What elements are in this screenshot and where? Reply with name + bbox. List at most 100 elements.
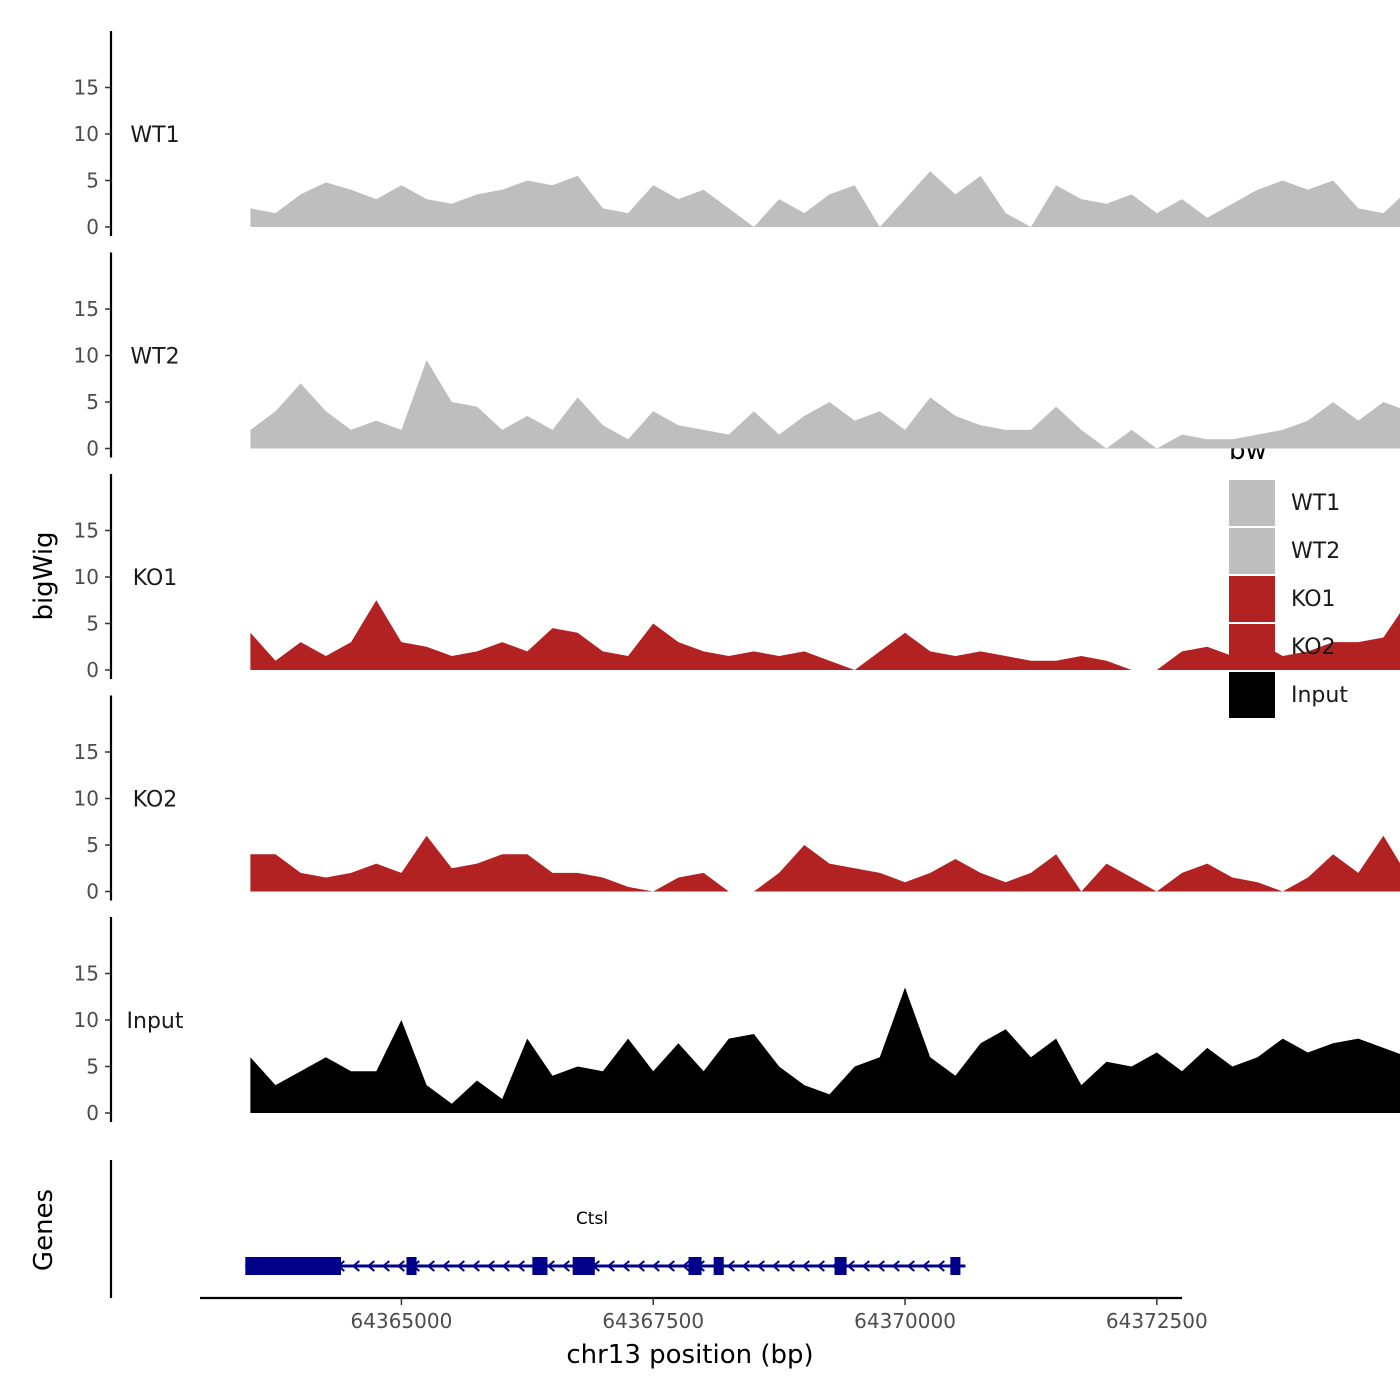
strand-arrow [816, 1260, 825, 1272]
strand-arrow [771, 1260, 780, 1272]
track-input: 0 5 10 15 Input [74, 917, 1400, 1125]
y-tick-label: 15 [74, 519, 99, 543]
strand-arrow [351, 1260, 360, 1272]
gene-exon [713, 1257, 724, 1275]
area-ko1 [250, 600, 1400, 670]
gene-name-label: Ctsl [576, 1209, 608, 1229]
legend-layer: WT1 WT2 KO1 KO2 Input [1229, 480, 1348, 718]
strand-arrow [666, 1260, 675, 1272]
y-tick-label: 10 [74, 787, 99, 811]
area-wt2 [250, 360, 1400, 449]
genes-layer [109, 1160, 966, 1298]
strand-arrow [846, 1260, 855, 1272]
x-tick-label: 64372500 [1106, 1309, 1208, 1333]
strand-arrow [636, 1260, 645, 1272]
strand-arrow [396, 1260, 405, 1272]
y-tick-label: 15 [74, 76, 99, 100]
strand-arrow [441, 1260, 450, 1272]
legend-swatch-ko1 [1229, 576, 1275, 622]
legend-label-wt1: WT1 [1291, 491, 1340, 516]
y-tick-label: 10 [74, 1008, 99, 1032]
strand-arrow [471, 1260, 480, 1272]
strand-arrow [516, 1260, 525, 1272]
strand-arrow [426, 1260, 435, 1272]
gene-exon [950, 1257, 961, 1275]
legend-swatch-wt2 [1229, 528, 1275, 574]
strand-arrow [936, 1260, 945, 1272]
strand-arrow [726, 1260, 735, 1272]
strand-arrow [561, 1260, 570, 1272]
area-input [250, 987, 1400, 1113]
track-label: WT1 [130, 123, 179, 148]
y-tick-label: 5 [86, 390, 99, 414]
strand-arrow [381, 1260, 390, 1272]
y-tick-label: 10 [74, 122, 99, 146]
y-tick-label: 0 [86, 658, 99, 682]
x-tick-label: 64370000 [854, 1309, 956, 1333]
y-tick-label: 0 [86, 1101, 99, 1125]
track-ko1: 0 5 10 15 KO1 [74, 474, 1400, 682]
track-wt1: 0 5 10 15 WT1 [74, 31, 1400, 239]
y-tick-label: 0 [86, 215, 99, 239]
strand-arrow [606, 1260, 615, 1272]
genes-track-title: Genes [29, 1189, 59, 1271]
gene-exon [532, 1257, 548, 1275]
y-tick-label: 15 [74, 297, 99, 321]
track-label: KO2 [133, 788, 178, 813]
y-tick-label: 10 [74, 344, 99, 368]
legend-label-wt2: WT2 [1291, 539, 1340, 564]
x-axis-title: chr13 position (bp) [566, 1340, 813, 1370]
y-tick-label: 5 [86, 169, 99, 193]
legend-swatch-wt1 [1229, 480, 1275, 526]
legend-swatch-ko2 [1229, 624, 1275, 670]
strand-arrow [651, 1260, 660, 1272]
strand-arrow [486, 1260, 495, 1272]
strand-arrow [546, 1260, 555, 1272]
x-tick-label: 64365000 [351, 1309, 453, 1333]
legend-swatch-input [1229, 672, 1275, 718]
strand-arrow [756, 1260, 765, 1272]
legend-label-input: Input [1291, 683, 1348, 708]
track-label: WT2 [130, 345, 179, 370]
area-ko2 [250, 835, 1400, 892]
gene-exon [688, 1257, 702, 1275]
strand-arrow [741, 1260, 750, 1272]
strand-arrow [786, 1260, 795, 1272]
gene-exon [245, 1257, 342, 1275]
y-axis-title: bigWig [29, 531, 59, 620]
tracks-layer: 0 5 10 15 WT1 0 5 10 15 WT2 0 5 10 15 KO1 0 5 10 15 KO2 0 5 10… [74, 31, 1400, 1125]
track-label: Input [127, 1009, 184, 1034]
strand-arrow [366, 1260, 375, 1272]
y-tick-label: 0 [86, 880, 99, 904]
strand-arrow [801, 1260, 810, 1272]
gene-exon [406, 1257, 417, 1275]
legend-label-ko1: KO1 [1291, 587, 1336, 612]
strand-arrow [891, 1260, 900, 1272]
legend-label-ko2: KO2 [1291, 635, 1336, 660]
x-tick-label: 64367500 [602, 1309, 704, 1333]
strand-arrow [501, 1260, 510, 1272]
strand-arrow [621, 1260, 630, 1272]
strand-arrow [876, 1260, 885, 1272]
y-tick-label: 15 [74, 962, 99, 986]
track-ko2: 0 5 10 15 KO2 [74, 695, 1400, 904]
gene-exon [572, 1257, 595, 1275]
y-tick-label: 0 [86, 437, 99, 461]
y-tick-label: 5 [86, 1055, 99, 1079]
strand-arrow [456, 1260, 465, 1272]
track-label: KO1 [133, 566, 178, 591]
area-wt1 [250, 171, 1400, 227]
y-tick-label: 15 [74, 740, 99, 764]
strand-arrow [906, 1260, 915, 1272]
strand-arrow [681, 1260, 690, 1272]
gene-exon [834, 1257, 847, 1275]
strand-arrow [861, 1260, 870, 1272]
y-tick-label: 10 [74, 565, 99, 589]
y-tick-label: 5 [86, 612, 99, 636]
y-tick-label: 5 [86, 833, 99, 857]
track-wt2: 0 5 10 15 WT2 [74, 252, 1400, 461]
x-axis-layer: 64365000 64367500 64370000 64372500 [200, 1296, 1208, 1333]
strand-arrow [921, 1260, 930, 1272]
